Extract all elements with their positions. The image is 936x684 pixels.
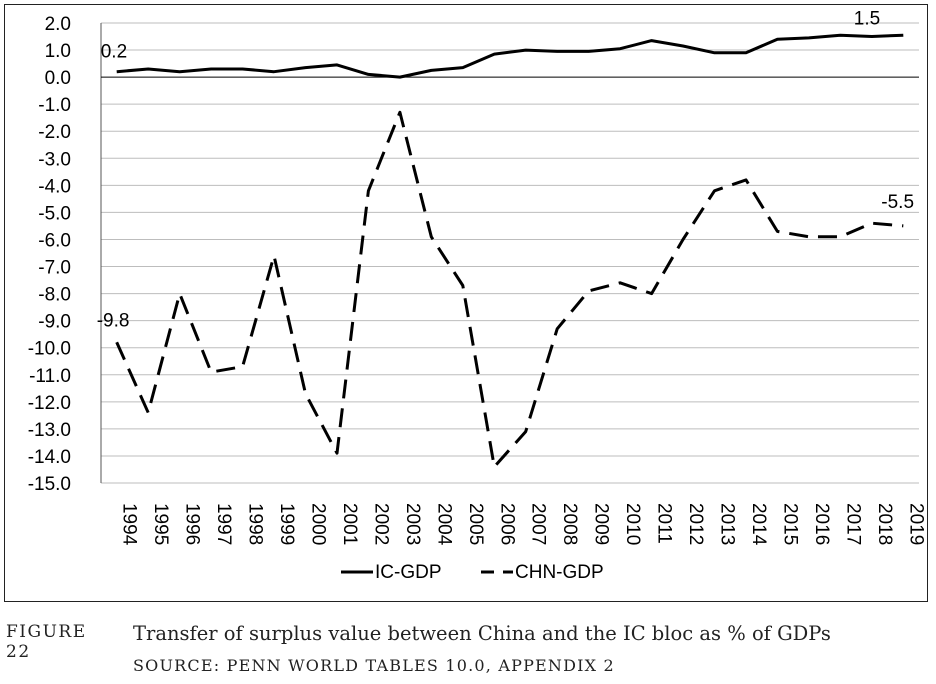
data-label: -9.8	[97, 310, 130, 331]
y-tick-label: -1.0	[38, 95, 71, 116]
y-tick-label: -12.0	[28, 393, 71, 414]
axes	[100, 23, 919, 483]
y-tick-label: -9.0	[38, 312, 71, 333]
series-lines	[115, 33, 904, 469]
y-tick-label: -15.0	[28, 474, 71, 495]
y-tick-label: -13.0	[28, 420, 71, 441]
x-tick-label: 1995	[150, 503, 171, 545]
figure-source: SOURCE: PENN WORLD TABLES 10.0, APPENDIX…	[133, 656, 615, 675]
x-tick-label: 1998	[245, 503, 266, 545]
data-annotations: 0.2 1.5 -9.8 -5.5	[97, 9, 914, 332]
x-tick-label: 1999	[276, 503, 297, 545]
x-tick-label: 2016	[811, 503, 832, 545]
x-tick-labels: 1994 1995 1996 1997 1998 1999 2000 2001 2002 2003…	[119, 503, 927, 546]
y-tick-label: 2.0	[45, 14, 71, 35]
x-tick-label: 2013	[717, 503, 738, 545]
legend-label-ic-gdp: IC-GDP	[375, 562, 442, 583]
y-tick-label: -11.0	[29, 366, 71, 387]
y-tick-label: 0.0	[45, 68, 71, 89]
x-tick-label: 2006	[496, 503, 517, 545]
gridlines	[101, 22, 919, 484]
y-tick-label: -4.0	[38, 176, 71, 197]
data-label: 0.2	[101, 42, 127, 63]
y-tick-label: -8.0	[38, 285, 71, 306]
x-tick-label: 1997	[213, 503, 234, 545]
y-tick-labels: 2.0 1.0 0.0 -1.0 -2.0 -3.0 -4.0 -5.0 -6.0 -7.0 -8.…	[28, 14, 71, 495]
y-tick-label: -2.0	[38, 122, 71, 143]
y-tick-label: -14.0	[28, 447, 71, 468]
x-tick-label: 2009	[591, 503, 612, 545]
x-tick-label: 2002	[370, 503, 391, 545]
x-tick-label: 2003	[402, 503, 423, 545]
x-tick-label: 1994	[119, 503, 140, 546]
x-tick-label: 2008	[559, 503, 580, 545]
figure-number: FIGURE 22	[6, 622, 87, 662]
x-tick-label: 2007	[528, 503, 549, 545]
y-tick-label: -5.0	[38, 203, 71, 224]
x-tick-label: 2014	[748, 503, 769, 546]
x-tick-label: 2012	[685, 503, 706, 545]
y-tick-label: -3.0	[38, 149, 71, 170]
x-tick-label: 2010	[622, 503, 643, 545]
chart-frame: 2.0 1.0 0.0 -1.0 -2.0 -3.0 -4.0 -5.0 -6.0 -7.0 -8.…	[4, 4, 928, 602]
y-tick-label: -6.0	[38, 230, 71, 251]
x-tick-label: 2019	[905, 503, 926, 545]
x-tick-label: 1996	[182, 503, 203, 545]
y-tick-label: -10.0	[28, 339, 71, 360]
series-line-ic-gdp	[116, 33, 904, 79]
y-tick-label: -7.0	[38, 258, 71, 279]
x-tick-label: 2011	[654, 503, 675, 544]
data-label: -5.5	[881, 192, 914, 213]
x-tick-label: 2017	[842, 503, 863, 545]
x-tick-label: 2015	[779, 503, 800, 545]
line-chart: 2.0 1.0 0.0 -1.0 -2.0 -3.0 -4.0 -5.0 -6.0 -7.0 -8.…	[28, 9, 927, 583]
legend: IC-GDP CHN-GDP	[341, 562, 604, 583]
x-tick-label: 2018	[874, 503, 895, 545]
x-tick-label: 2004	[433, 503, 454, 546]
figure-title: Transfer of surplus value between China …	[133, 622, 831, 645]
data-label: 1.5	[854, 9, 880, 30]
legend-label-chn-gdp: CHN-GDP	[515, 562, 604, 583]
x-tick-label: 2001	[339, 503, 360, 545]
x-tick-label: 2000	[308, 503, 329, 545]
x-tick-label: 2005	[465, 503, 486, 545]
series-line-chn-gdp	[115, 110, 904, 469]
y-tick-label: 1.0	[45, 41, 71, 62]
